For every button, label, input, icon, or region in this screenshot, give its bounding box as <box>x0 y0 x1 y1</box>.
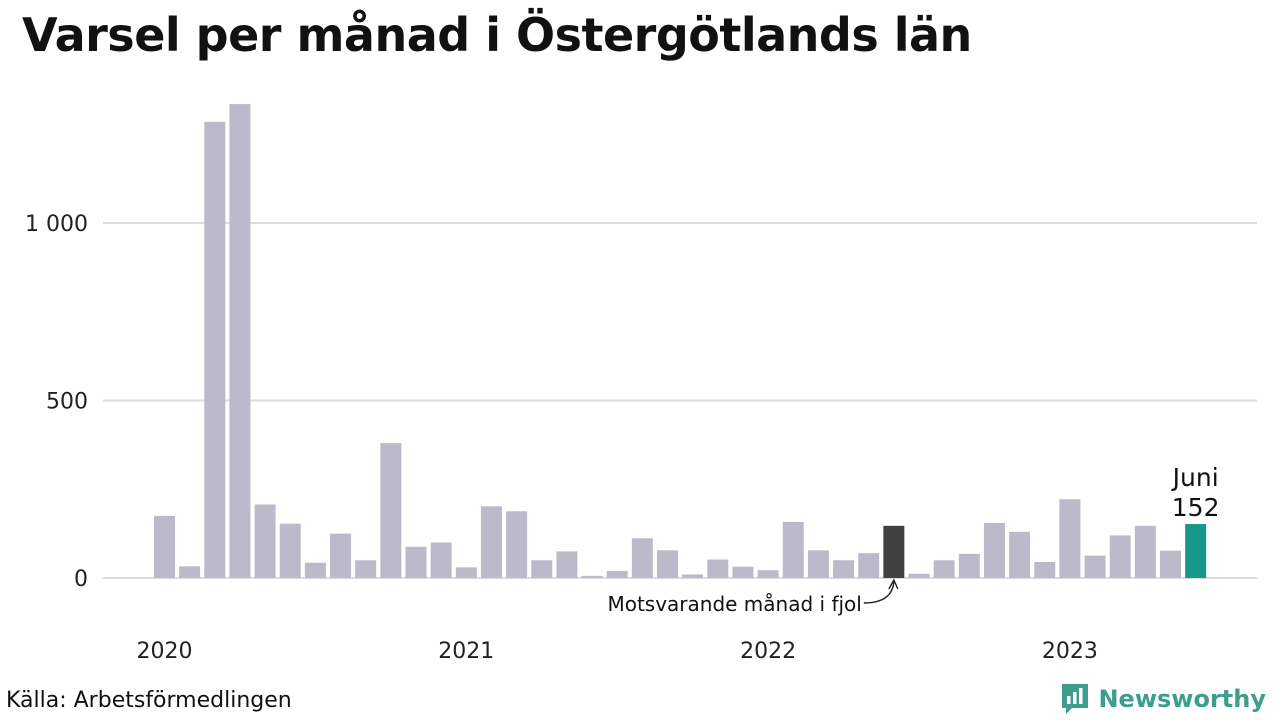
bar <box>330 533 352 578</box>
x-tick-label: 2020 <box>137 639 193 664</box>
bar <box>933 560 955 578</box>
y-tick-label: 0 <box>74 567 88 592</box>
bar <box>405 546 427 578</box>
bar <box>531 560 553 578</box>
source-label: Källa: Arbetsförmedlingen <box>6 688 292 713</box>
bar <box>556 551 578 578</box>
bar <box>179 566 201 578</box>
bar <box>506 511 528 578</box>
bar <box>254 504 276 578</box>
bars <box>154 104 1207 578</box>
bar <box>1084 555 1106 578</box>
chart-title: Varsel per månad i Östergötlands län <box>22 8 972 62</box>
bar <box>1059 499 1081 578</box>
bar <box>631 538 653 578</box>
annotation-arrowhead <box>888 578 899 590</box>
bar <box>657 550 678 578</box>
bar <box>279 523 301 578</box>
y-axis-tick-labels: 0 500 1 000 <box>25 212 88 592</box>
x-tick-label: 2023 <box>1042 639 1098 664</box>
bar <box>1009 531 1031 578</box>
bar <box>1034 562 1056 578</box>
bar <box>480 506 502 578</box>
bar <box>983 522 1005 578</box>
y-tick-label: 500 <box>46 390 88 415</box>
grid-lines <box>103 222 1257 579</box>
bar <box>908 573 930 578</box>
bar <box>229 104 251 578</box>
bar <box>606 570 628 578</box>
bar <box>1134 525 1156 578</box>
bar <box>883 525 905 578</box>
bar-chart-icon <box>1062 684 1089 714</box>
annotation-arrow <box>863 581 895 604</box>
bar <box>430 542 452 578</box>
x-tick-label: 2022 <box>740 639 796 664</box>
bar <box>304 562 326 578</box>
bar <box>807 550 829 578</box>
bar <box>757 570 779 578</box>
bar <box>833 560 855 578</box>
current-month-label: Juni <box>1171 463 1219 492</box>
bar <box>732 566 754 578</box>
x-axis-tick-labels: 2020 2021 2022 2023 <box>137 639 1098 664</box>
brand-logo: Newsworthy <box>1060 682 1266 716</box>
bar <box>1160 550 1181 578</box>
bar <box>204 121 226 578</box>
bar <box>581 575 603 578</box>
bar <box>782 521 804 578</box>
bar <box>455 567 477 578</box>
bar <box>682 574 704 578</box>
bar <box>355 560 377 578</box>
comparison-annotation: Motsvarande månad i fjol <box>607 592 861 616</box>
bar <box>380 443 402 578</box>
bar <box>858 553 880 578</box>
bar <box>707 559 729 578</box>
bar <box>958 553 980 578</box>
y-tick-label: 1 000 <box>25 212 88 237</box>
x-tick-label: 2021 <box>438 639 494 664</box>
bar <box>1185 524 1207 578</box>
bar <box>1109 535 1131 578</box>
current-value-label: 152 <box>1172 493 1220 522</box>
brand-name: Newsworthy <box>1098 685 1266 713</box>
bar <box>154 515 175 578</box>
